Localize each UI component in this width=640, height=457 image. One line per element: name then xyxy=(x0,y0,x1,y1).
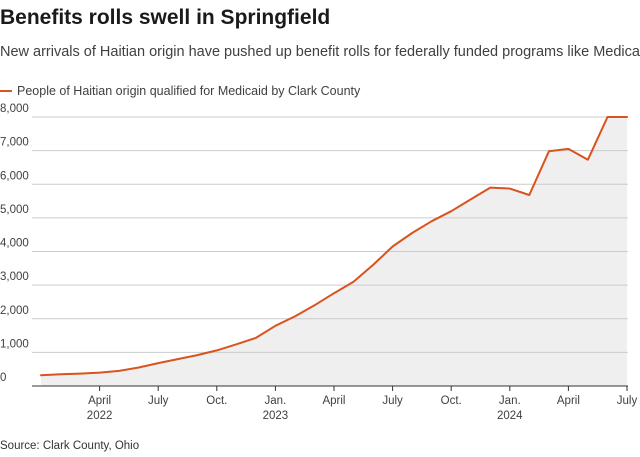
legend: People of Haitian origin qualified for M… xyxy=(0,84,360,98)
chart-subtitle: New arrivals of Haitian origin have push… xyxy=(0,44,640,60)
x-tick-label: April xyxy=(557,395,580,407)
y-tick-label: 0 xyxy=(0,372,6,384)
y-tick-label: 8,000 xyxy=(0,103,29,115)
x-tick-label: July xyxy=(148,395,169,407)
source-note: Source: Clark County, Ohio xyxy=(0,440,140,452)
y-tick-label: 6,000 xyxy=(0,170,29,182)
legend-label: People of Haitian origin qualified for M… xyxy=(17,84,361,98)
x-tick-year-label: 2023 xyxy=(263,410,289,422)
x-tick-label: Jan. xyxy=(265,395,287,407)
y-tick-label: 3,000 xyxy=(0,271,29,283)
legend-swatch xyxy=(0,90,12,92)
medicaid-area-chart: 0 1,000 2,000 3,000 4,000 5,000 6,000 7,000 8,00… xyxy=(0,103,638,422)
x-tick-label: Oct. xyxy=(206,395,227,407)
series-line xyxy=(40,116,628,377)
y-tick-label: 4,000 xyxy=(0,238,29,250)
y-tick-label: 7,000 xyxy=(0,137,29,149)
x-tick-label: Jan. xyxy=(499,395,521,407)
x-tick-year-label: 2022 xyxy=(87,410,113,422)
x-tick-year-label: 2024 xyxy=(497,410,523,422)
y-tick-label: 1,000 xyxy=(0,338,29,350)
x-tick-label: July xyxy=(617,395,638,407)
x-tick-label: April xyxy=(322,395,345,407)
x-tick-label: April xyxy=(88,395,111,407)
chart-title: Benefits rolls swell in Springfield xyxy=(0,6,331,29)
x-tick-label: Oct. xyxy=(441,395,462,407)
y-tick-label: 5,000 xyxy=(0,204,29,216)
y-tick-label: 2,000 xyxy=(0,305,29,317)
x-tick-label: July xyxy=(382,395,403,407)
